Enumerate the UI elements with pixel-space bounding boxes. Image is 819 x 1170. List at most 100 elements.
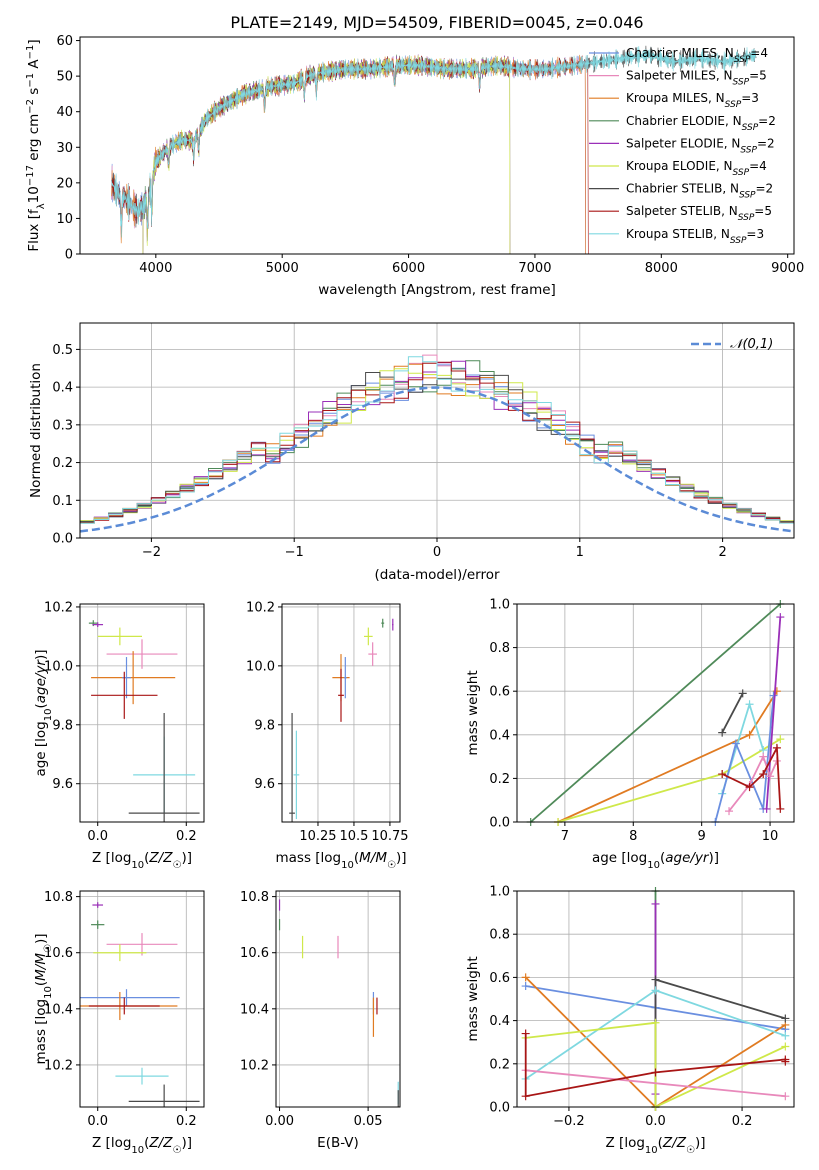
x-tick-label: 9000 <box>771 261 804 276</box>
age_vs_Z-xlabel-part: 10 <box>131 860 144 871</box>
spectrum-ylabel-part: 10 <box>26 186 42 203</box>
weight_vs_age-xlabel: age [log10(age/yr)] <box>592 850 719 871</box>
y-tick-label: 0.4 <box>489 1014 510 1029</box>
legend-subscript: SSP <box>734 55 751 65</box>
y-tick-label: 9.6 <box>52 777 73 792</box>
legend-value: =4 <box>749 159 767 173</box>
legend-subscript: SSP <box>725 100 742 110</box>
age_vs_Z-ylabel-part: ( <box>33 703 49 708</box>
y-tick-label: 10.4 <box>44 1002 73 1017</box>
y-tick-label: 10 <box>56 212 73 227</box>
weight-marker-salpeter_stelib <box>781 1057 790 1066</box>
weight_vs_age-xlabel-part: )] <box>709 850 720 866</box>
age_vs_mass-xlabel-part: mass [log <box>275 850 341 866</box>
legend-label-kroupa_stelib: Kroupa STELIB, NSSP=3 <box>626 227 764 246</box>
legend-value: =5 <box>754 204 772 218</box>
spectrum-ylabel-part: A <box>26 59 42 73</box>
spectrum-ylabel-part: −1 <box>25 45 36 60</box>
weight-marker-salpeter_stelib <box>521 1092 530 1101</box>
weight-marker-salpeter_elodie <box>651 899 660 908</box>
weight_vs_Z-xlabel-part: 10 <box>645 1145 658 1156</box>
legend-label-chabrier_elodie: Chabrier ELODIE, NSSP=2 <box>626 114 776 133</box>
y-tick-label: 30 <box>56 141 73 156</box>
mass_vs_Z-xlabel-part: 10 <box>131 1145 144 1156</box>
weight_vs_Z-xlabel: Z [log10(Z/Z☉)] <box>606 1135 706 1156</box>
legend-label-salpeter_miles: Salpeter MILES, NSSP=5 <box>626 69 767 88</box>
spectrum-frame <box>79 36 795 255</box>
weight-line-salpeter_miles <box>525 1069 786 1098</box>
spectrum-ylabel-part: −2 <box>25 99 36 114</box>
weight-line-chabrier_miles <box>714 695 775 823</box>
mass_vs_Z-xlabel-part: ( <box>144 1135 149 1151</box>
residuals-ylabel: Normed distribution <box>28 363 44 498</box>
weight-marker-salpeter_stelib <box>745 783 754 792</box>
y-tick-label: 0.0 <box>52 532 73 547</box>
weight-marker-kroupa_miles <box>521 973 530 982</box>
y-tick-label: 20 <box>56 176 73 191</box>
spectrum-series-chabrier_elodie <box>142 54 511 254</box>
age_vs_Z-ylabel-part: age [log <box>33 721 49 776</box>
weight_vs_Z-ylabel: mass weight <box>465 956 481 1041</box>
residuals-frame <box>79 322 795 539</box>
age_vs_mass-frame <box>281 603 401 823</box>
spectrum-series-chabrier_miles <box>111 55 586 254</box>
weight_vs_age-lines <box>526 600 785 826</box>
axes-weight_vs_age: 7 8 9 10 0.0 0.2 0.4 0.6 0.8 1.0 <box>489 598 794 844</box>
x-tick-label: 0.0 <box>87 829 108 844</box>
weight-marker-chabrier_stelib <box>781 1014 790 1023</box>
mass_vs_Z-ylabel-part: ☉ <box>43 944 54 953</box>
weight-marker-chabrier_stelib <box>718 728 727 737</box>
x-tick-label: 6000 <box>392 261 425 276</box>
weight-line-kroupa_elodie <box>525 1021 786 1109</box>
histogram-kroupa_stelib <box>80 356 794 526</box>
spectrum-ylabel-part: ] <box>26 39 42 44</box>
legend-label-kroupa_elodie: Kroupa ELODIE, NSSP=4 <box>626 159 767 178</box>
weight_vs_age-xlabel-part: age [log <box>592 850 647 866</box>
weight-marker-kroupa_elodie <box>776 735 785 744</box>
weight_vs_Z-xlabel-part: Z/Z <box>662 1135 687 1151</box>
axes-age_vs_Z: 0.0 0.2 9.6 9.8 10.0 10.2 <box>44 600 204 844</box>
y-tick-label: 0.3 <box>52 418 73 433</box>
weight-marker-chabrier_stelib <box>651 975 660 984</box>
residual-histograms <box>80 354 794 533</box>
weight-line-chabrier_stelib <box>654 978 786 1107</box>
mass_vs_Z-xlabel-part: Z/Z <box>148 1135 173 1151</box>
x-tick-label: 7 <box>561 829 569 844</box>
age_vs_Z-xlabel-part: )] <box>181 850 192 866</box>
y-tick-label: 0.4 <box>489 728 510 743</box>
weight-line-kroupa_elodie <box>557 738 781 823</box>
weight_vs_Z-xlabel-part: Z [log <box>606 1135 645 1151</box>
y-tick-label: 0.5 <box>52 343 73 358</box>
mass_vs_ebv-points <box>278 899 399 1107</box>
x-tick-label: 2 <box>718 545 726 560</box>
weight-marker-salpeter_elodie <box>762 804 771 813</box>
y-tick-label: 10.6 <box>44 946 73 961</box>
x-tick-label: −2 <box>142 545 161 560</box>
weight-marker-salpeter_miles <box>781 1092 790 1101</box>
legend-subscript: SSP <box>730 236 747 246</box>
mass_vs_Z-xlabel: Z [log10(Z/Z☉)] <box>92 1135 192 1156</box>
x-tick-label: 9 <box>698 829 706 844</box>
age_vs_mass-xlabel: mass [log10(M/M☉)] <box>275 850 406 871</box>
weight-marker-salpeter_stelib <box>521 1029 530 1038</box>
mass_vs_Z-ylabel: mass [log10(M/M☉)] <box>33 933 54 1064</box>
y-tick-label: 10.2 <box>44 1058 73 1073</box>
weight-marker-salpeter_stelib <box>759 770 768 779</box>
y-tick-label: 1.0 <box>489 885 510 900</box>
axes-spectrum: 4000 5000 6000 7000 8000 9000 0 10 20 30 40 50 60 <box>56 34 804 276</box>
axes-age_vs_mass: 10.25 10.5 10.75 9.6 9.8 10.0 10.2 <box>246 600 408 844</box>
mass_vs_Z-ylabel-part: M/M <box>33 953 49 981</box>
legend-subscript: SSP <box>733 78 750 88</box>
y-tick-label: 0.1 <box>52 494 73 509</box>
y-tick-label: 0.2 <box>489 772 510 787</box>
y-tick-label: 1.0 <box>489 598 510 613</box>
spectrum-ylabel-part: λ <box>36 203 47 209</box>
x-tick-label: 0.0 <box>645 1114 666 1129</box>
mass_vs_Z-ylabel-part: mass [log <box>33 999 49 1065</box>
age_vs_mass-xlabel-part: ☉ <box>387 860 396 871</box>
legend-text: Chabrier ELODIE, N <box>626 114 742 128</box>
x-tick-label: 0.05 <box>354 1114 383 1129</box>
legend-text: Kroupa MILES, N <box>626 91 725 105</box>
